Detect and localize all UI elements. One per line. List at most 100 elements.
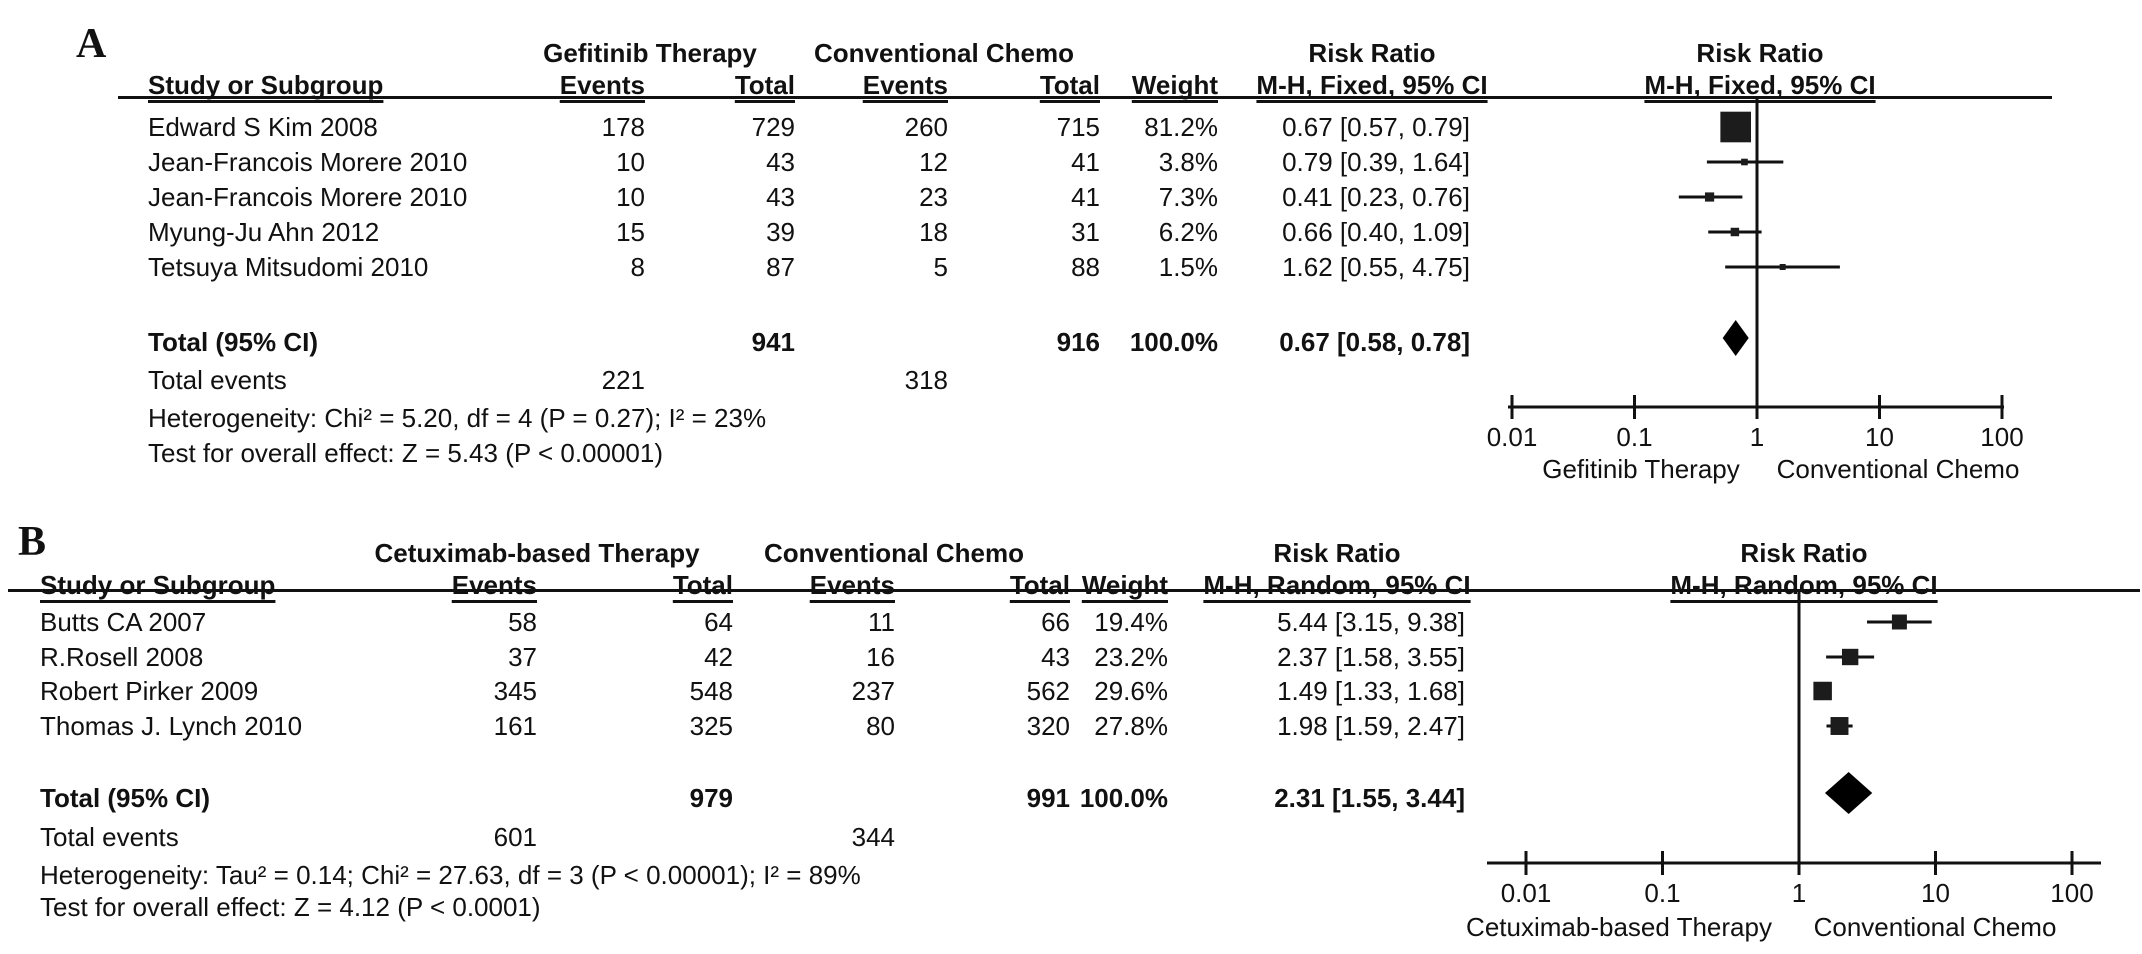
axis-tick-label: 100 [2050, 878, 2094, 908]
header-rule [118, 96, 2052, 99]
total-events-group1: 601 [493, 822, 537, 852]
risk-ratio-column-title: Risk Ratio [1308, 38, 1436, 68]
total2-sum: 991 [1026, 783, 1070, 813]
weight-value: 6.2% [1158, 217, 1218, 247]
total-weight: 100.0% [1079, 783, 1168, 813]
total1-value: 729 [751, 112, 795, 142]
total2-value: 562 [1026, 676, 1070, 706]
method-column-header: M-H, Fixed, 95% CI [1256, 70, 1488, 100]
total2-column-header: Total [1039, 70, 1100, 100]
pooled-risk-ratio: 0.67 [0.58, 0.78] [1279, 327, 1470, 357]
study-name: Butts CA 2007 [40, 607, 207, 637]
events1-value: 161 [493, 711, 537, 741]
total-events-group2: 344 [851, 822, 895, 852]
axis-tick-label: 1 [1791, 878, 1807, 908]
summary-diamond [1824, 772, 1873, 814]
study-name: Myung-Ju Ahn 2012 [148, 217, 380, 247]
effect-size-square [1730, 227, 1740, 237]
risk-ratio-plot-title: Risk Ratio [1740, 538, 1868, 568]
weight-column-header: Weight [1131, 70, 1218, 100]
risk-ratio-ci-value: 0.79 [0.39, 1.64] [1282, 147, 1470, 177]
events2-value: 80 [866, 711, 895, 741]
effect-size-square [1741, 158, 1748, 166]
control-group-header: Conventional Chemo [763, 538, 1025, 568]
axis-left-group-label: Gefitinib Therapy [1542, 454, 1740, 484]
weight-value: 3.8% [1158, 147, 1218, 177]
weight-value: 29.6% [1094, 676, 1168, 706]
effect-size-square [1813, 681, 1832, 701]
axis-right-group-label: Conventional Chemo [1813, 912, 2057, 942]
risk-ratio-ci-value: 1.62 [0.55, 4.75] [1282, 252, 1470, 282]
total2-value: 715 [1056, 112, 1100, 142]
events2-value: 12 [919, 147, 948, 177]
study-name: Robert Pirker 2009 [40, 676, 259, 706]
weight-value: 1.5% [1158, 252, 1218, 282]
weight-value: 19.4% [1094, 607, 1168, 637]
axis-tick-label: 100 [1980, 422, 2024, 452]
total2-value: 66 [1041, 607, 1070, 637]
total1-value: 64 [704, 607, 733, 637]
total2-sum: 916 [1056, 327, 1100, 357]
total1-value: 43 [766, 147, 795, 177]
total-row-label: Total (95% CI) [40, 783, 210, 813]
weight-value: 27.8% [1094, 711, 1168, 741]
total-events-group2: 318 [904, 365, 948, 395]
axis-left-group-label: Cetuximab-based Therapy [1466, 912, 1772, 942]
events1-value: 10 [616, 182, 645, 212]
axis-tick-label: 10 [1921, 878, 1950, 908]
overall-effect-test: Test for overall effect: Z = 5.43 (P < 0… [148, 438, 663, 468]
total1-column-header: Total [734, 70, 795, 100]
risk-ratio-ci-value: 2.37 [1.58, 3.55] [1277, 642, 1465, 672]
total1-value: 39 [766, 217, 795, 247]
treatment-group-header: Cetuximab-based Therapy [374, 538, 700, 568]
risk-ratio-plot-title: Risk Ratio [1696, 38, 1824, 68]
total-events-label: Total events [148, 365, 287, 395]
events1-value: 58 [508, 607, 537, 637]
axis-right-group-label: Conventional Chemo [1776, 454, 2020, 484]
axis-tick-label: 1 [1749, 422, 1765, 452]
events2-value: 16 [866, 642, 895, 672]
header-rule [8, 589, 2140, 592]
heterogeneity-statistics: Heterogeneity: Chi² = 5.20, df = 4 (P = … [148, 403, 767, 433]
method-column-header: M-H, Random, 95% CI [1203, 570, 1471, 600]
pooled-risk-ratio: 2.31 [1.55, 3.44] [1274, 783, 1465, 813]
total-row-label: Total (95% CI) [148, 327, 318, 357]
total2-value: 88 [1071, 252, 1100, 282]
effect-size-square [1779, 264, 1786, 270]
events1-column-header: Events [559, 70, 645, 100]
panel-label: A [76, 21, 107, 67]
axis-tick-label: 0.1 [1616, 422, 1653, 452]
events2-value: 11 [868, 607, 895, 637]
study-name: Jean-Francois Morere 2010 [148, 182, 468, 212]
events1-value: 178 [601, 112, 645, 142]
effect-size-square [1891, 614, 1907, 630]
events2-value: 260 [904, 112, 948, 142]
events2-value: 23 [919, 182, 948, 212]
effect-size-square [1841, 648, 1859, 666]
treatment-group-header: Gefitinib Therapy [543, 38, 757, 68]
study-name: Thomas J. Lynch 2010 [40, 711, 303, 741]
events2-column-header: Events [809, 570, 895, 600]
total-events-group1: 221 [601, 365, 645, 395]
panel-a-gefitinib-forest-plot: A Gefitinib Therapy Conventional Chemo Risk… [76, 21, 2052, 484]
weight-column-header: Weight [1081, 570, 1168, 600]
events1-column-header: Events [451, 570, 537, 600]
heterogeneity-statistics: Heterogeneity: Tau² = 0.14; Chi² = 27.63… [40, 860, 861, 890]
effect-size-square [1830, 717, 1849, 735]
summary-diamond [1722, 320, 1749, 356]
method-plot-header: M-H, Random, 95% CI [1670, 570, 1938, 600]
total1-value: 548 [689, 676, 733, 706]
study-name: R.Rosell 2008 [40, 642, 204, 672]
axis-tick-label: 0.1 [1644, 878, 1681, 908]
risk-ratio-ci-value: 1.49 [1.33, 1.68] [1277, 676, 1465, 706]
events2-value: 5 [933, 252, 948, 282]
overall-effect-test: Test for overall effect: Z = 4.12 (P < 0… [40, 892, 541, 922]
events1-value: 345 [493, 676, 537, 706]
total-events-label: Total events [40, 822, 179, 852]
total1-value: 42 [704, 642, 733, 672]
study-column-header: Study or Subgroup [148, 70, 384, 100]
total1-value: 325 [689, 711, 733, 741]
risk-ratio-ci-value: 1.98 [1.59, 2.47] [1277, 711, 1465, 741]
total2-column-header: Total [1009, 570, 1070, 600]
